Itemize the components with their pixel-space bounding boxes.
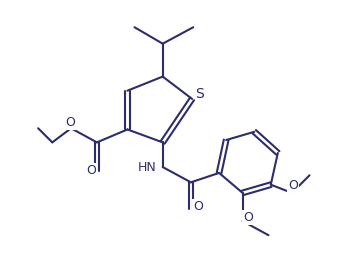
- Text: O: O: [288, 179, 298, 192]
- Text: O: O: [244, 211, 253, 224]
- Text: O: O: [193, 200, 203, 213]
- Text: HN: HN: [138, 161, 157, 174]
- Text: O: O: [65, 116, 75, 129]
- Text: O: O: [86, 164, 96, 177]
- Text: S: S: [195, 87, 204, 101]
